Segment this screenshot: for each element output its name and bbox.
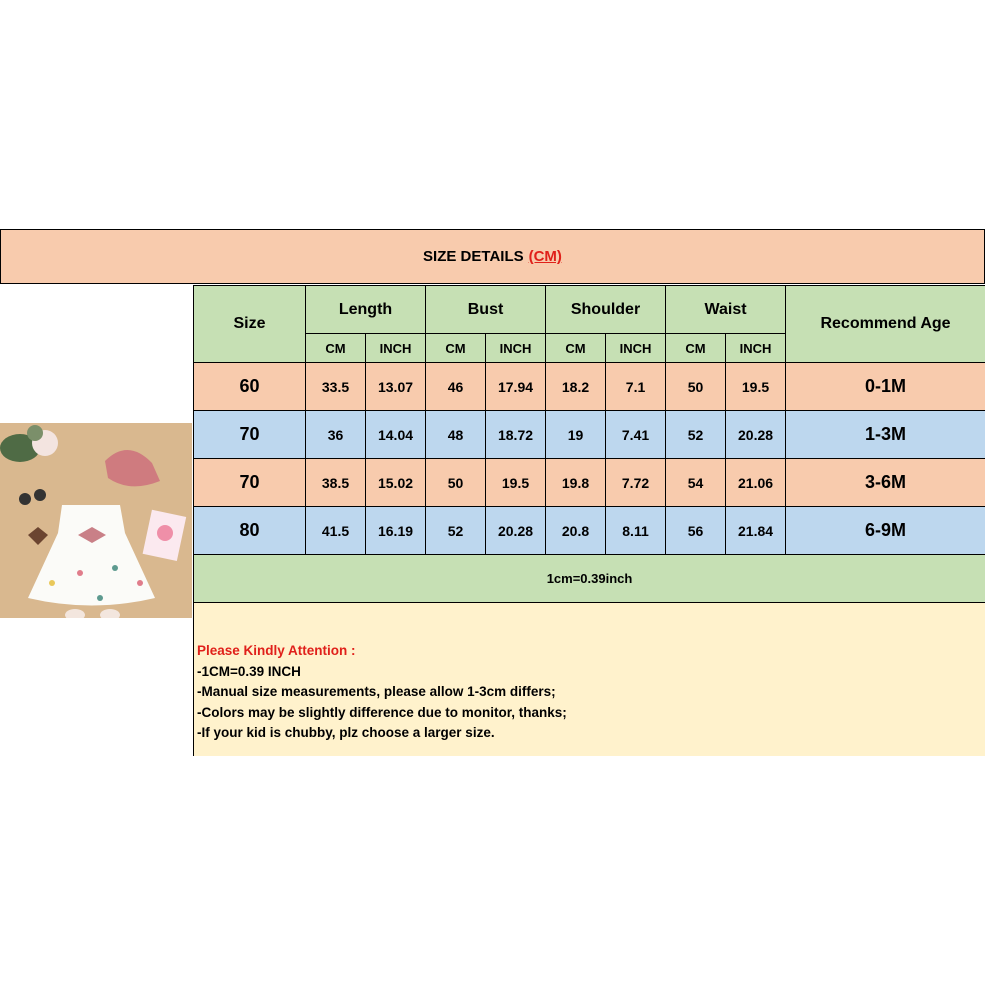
- cell-bust-cm: 48: [425, 410, 487, 459]
- cell-waist-inch: 20.28: [725, 410, 787, 459]
- cell-waist-inch: 21.84: [725, 506, 787, 555]
- header-waist: Waist: [665, 285, 787, 334]
- cell-shoulder-cm: 20.8: [545, 506, 607, 555]
- note-line: -1CM=0.39 INCH: [197, 663, 301, 679]
- cell-length-inch: 16.19: [364, 506, 427, 555]
- cell-waist-cm: 56: [665, 506, 727, 555]
- cell-length-cm: 41.5: [305, 506, 366, 555]
- cell-bust-cm: 50: [425, 458, 487, 507]
- cell-shoulder-inch: 7.1: [605, 362, 667, 411]
- subheader-cm: CM: [425, 333, 487, 363]
- cell-waist-cm: 50: [665, 362, 727, 411]
- size-table: Size Length Bust Shoulder Waist Recommen…: [192, 285, 985, 603]
- table-row: 70 36 14.04 48 18.72 19 7.41 52 20.28 1-…: [193, 410, 985, 459]
- subheader-inch: INCH: [605, 333, 667, 363]
- subheader-cm: CM: [305, 333, 366, 363]
- cell-size: 80: [193, 506, 306, 555]
- cell-shoulder-inch: 7.41: [605, 410, 667, 459]
- table-row: 80 41.5 16.19 52 20.28 20.8 8.11 56 21.8…: [193, 506, 985, 555]
- subheader-inch: INCH: [725, 333, 787, 363]
- cell-shoulder-cm: 18.2: [545, 362, 607, 411]
- cell-bust-inch: 20.28: [485, 506, 547, 555]
- cell-size: 70: [193, 410, 306, 459]
- notes-panel: Please Kindly Attention : -1CM=0.39 INCH…: [193, 602, 985, 756]
- cell-length-cm: 38.5: [305, 458, 366, 507]
- note-line: -Colors may be slightly difference due t…: [197, 704, 567, 720]
- size-details-title: SIZE DETAILS (CM): [0, 229, 985, 284]
- table-row: 60 33.5 13.07 46 17.94 18.2 7.1 50 19.5 …: [193, 362, 985, 411]
- title-unit: (CM): [528, 248, 562, 265]
- subheader-cm: CM: [545, 333, 607, 363]
- cell-size: 70: [193, 458, 306, 507]
- cell-bust-cm: 52: [425, 506, 487, 555]
- cell-bust-inch: 17.94: [485, 362, 547, 411]
- header-age: Recommend Age: [785, 285, 985, 363]
- title-text: SIZE DETAILS: [423, 248, 524, 265]
- cell-length-inch: 15.02: [364, 458, 427, 507]
- cell-length-inch: 13.07: [364, 362, 427, 411]
- note-line: -Manual size measurements, please allow …: [197, 684, 556, 699]
- cell-waist-cm: 52: [665, 410, 727, 459]
- conversion-note: 1cm=0.39inch: [192, 554, 985, 603]
- cell-waist-inch: 19.5: [725, 362, 787, 411]
- cell-age: 0-1M: [785, 362, 985, 411]
- header-size: Size: [193, 285, 306, 363]
- cell-length-cm: 36: [305, 410, 366, 459]
- cell-waist-inch: 21.06: [725, 458, 787, 507]
- note-line: -If your kid is chubby, plz choose a lar…: [197, 725, 495, 740]
- cell-length-inch: 14.04: [364, 410, 427, 459]
- header-shoulder: Shoulder: [545, 285, 667, 334]
- subheader-inch: INCH: [364, 333, 427, 363]
- cell-bust-inch: 18.72: [485, 410, 547, 459]
- cell-shoulder-cm: 19: [545, 410, 607, 459]
- cell-age: 3-6M: [785, 458, 985, 507]
- cell-size: 60: [193, 362, 306, 411]
- cell-shoulder-cm: 19.8: [545, 458, 607, 507]
- cell-bust-cm: 46: [425, 362, 487, 411]
- header-bust: Bust: [425, 285, 547, 334]
- subheader-inch: INCH: [485, 333, 547, 363]
- cell-length-cm: 33.5: [305, 362, 366, 411]
- cell-waist-cm: 54: [665, 458, 727, 507]
- cell-age: 6-9M: [785, 506, 985, 555]
- header-length: Length: [304, 285, 427, 334]
- cell-shoulder-inch: 7.72: [605, 458, 667, 507]
- product-photo: [0, 423, 192, 618]
- attention-heading: Please Kindly Attention :: [197, 643, 356, 658]
- cell-age: 1-3M: [785, 410, 985, 459]
- subheader-cm: CM: [665, 333, 727, 363]
- cell-bust-inch: 19.5: [485, 458, 547, 507]
- cell-shoulder-inch: 8.11: [605, 506, 667, 555]
- table-row: 70 38.5 15.02 50 19.5 19.8 7.72 54 21.06…: [193, 458, 985, 507]
